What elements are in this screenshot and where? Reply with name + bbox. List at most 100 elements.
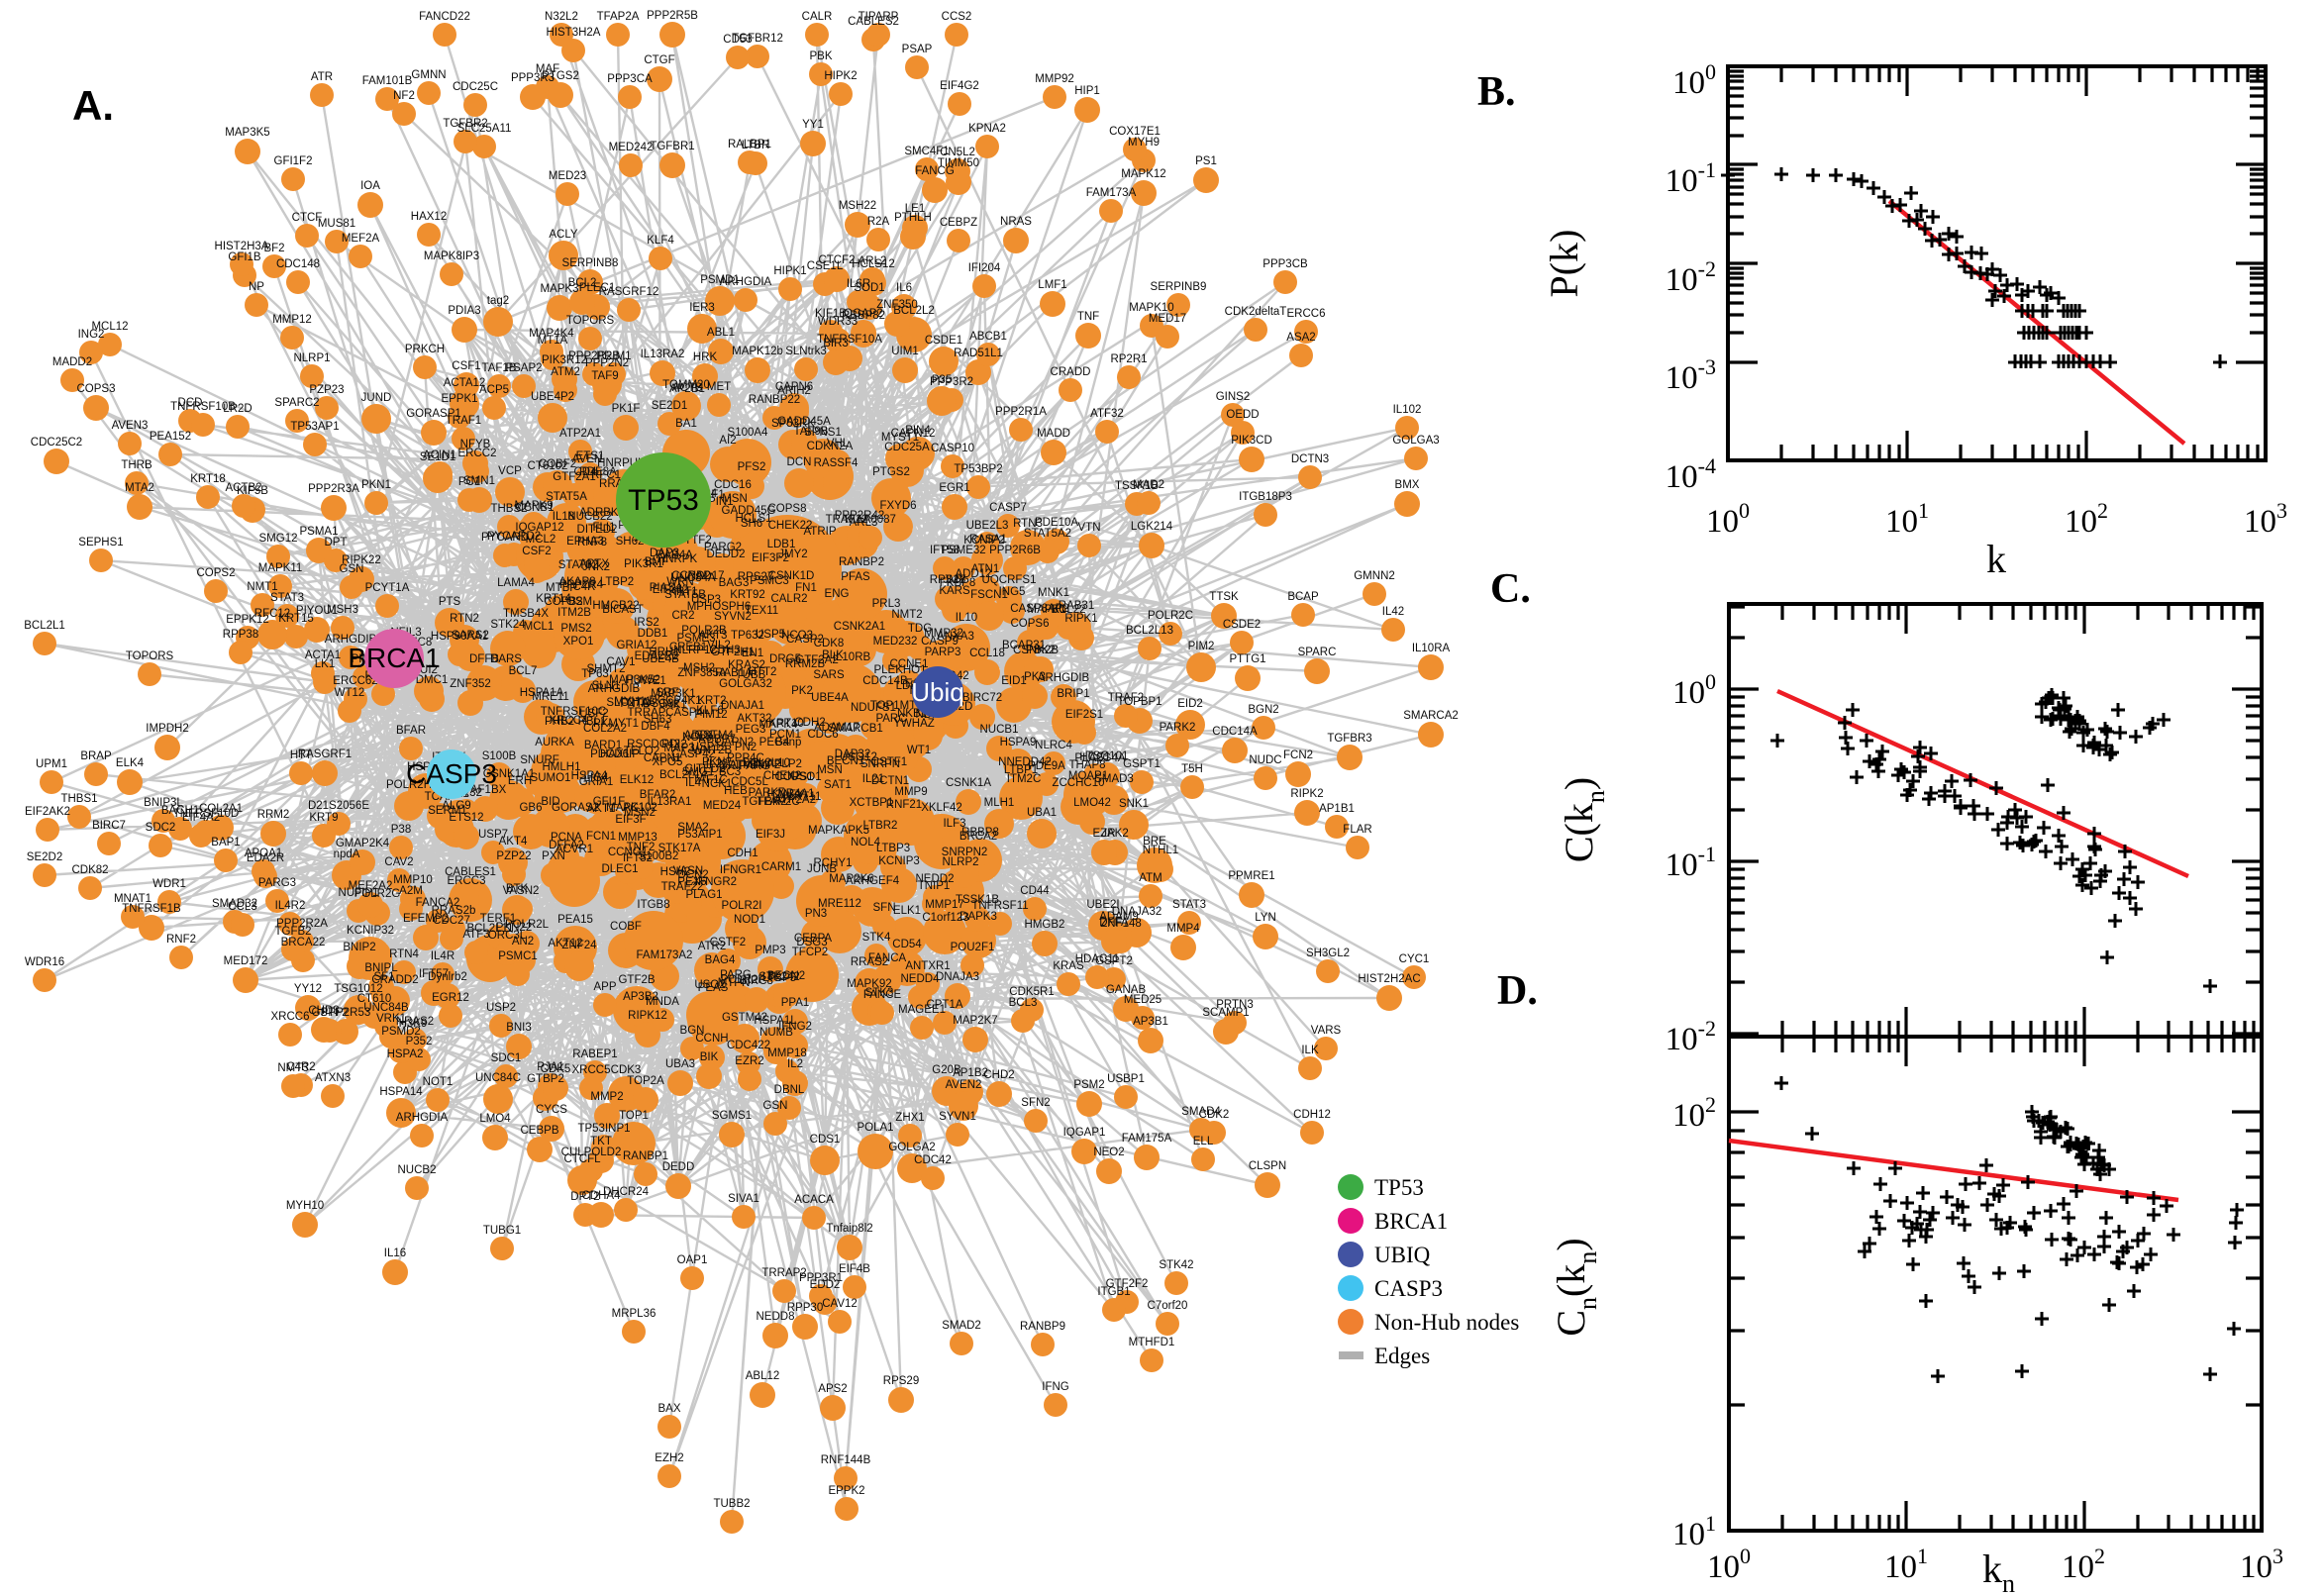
svg-text:PPP3R1: PPP3R1 <box>799 1272 843 1284</box>
svg-text:IL13RA1: IL13RA1 <box>648 796 692 808</box>
svg-text:MYH10: MYH10 <box>286 1200 324 1212</box>
svg-text:MED232: MED232 <box>873 636 918 648</box>
svg-text:IL4: IL4 <box>685 777 702 789</box>
svg-text:WDR33: WDR33 <box>818 316 858 328</box>
svg-text:RP2R1: RP2R1 <box>1110 353 1147 365</box>
svg-text:ERCC2: ERCC2 <box>458 448 497 459</box>
svg-text:RANBP22: RANBP22 <box>749 394 800 406</box>
svg-text:TUBB2: TUBB2 <box>713 1498 750 1510</box>
svg-text:PSM2: PSM2 <box>1073 1079 1104 1091</box>
svg-text:EPHA3: EPHA3 <box>566 536 604 548</box>
svg-text:BCL2L13: BCL2L13 <box>1126 625 1173 637</box>
svg-text:ENG: ENG <box>825 588 850 600</box>
svg-text:DCCP4K1: DCCP4K1 <box>649 695 701 707</box>
svg-text:ADD12: ADD12 <box>955 568 991 580</box>
svg-text:FNTA: FNTA <box>620 698 650 710</box>
svg-text:ARHGEF4: ARHGEF4 <box>846 875 900 887</box>
svg-text:CDS1: CDS1 <box>810 1134 841 1146</box>
svg-text:SFN: SFN <box>873 902 896 914</box>
svg-text:RBBP8: RBBP8 <box>961 827 999 839</box>
svg-text:EIF4G2: EIF4G2 <box>940 80 979 92</box>
svg-text:EGR1: EGR1 <box>939 482 969 494</box>
svg-text:DEDD2: DEDD2 <box>707 549 746 560</box>
svg-text:STK24: STK24 <box>490 619 526 631</box>
svg-text:PMP3: PMP3 <box>755 945 785 956</box>
svg-text:CDC27: CDC27 <box>433 915 470 927</box>
svg-text:MYH11: MYH11 <box>614 696 652 708</box>
svg-text:IL13RA2: IL13RA2 <box>641 349 685 360</box>
svg-text:TFAP2C: TFAP2C <box>757 796 799 808</box>
svg-text:TFAP2A: TFAP2A <box>597 11 640 23</box>
svg-text:FAM101B: FAM101B <box>362 75 413 87</box>
svg-text:VHL: VHL <box>827 438 850 449</box>
svg-text:AI2: AI2 <box>719 435 736 447</box>
svg-text:KRT14: KRT14 <box>536 593 571 605</box>
svg-text:HRH1: HRH1 <box>649 647 679 658</box>
svg-text:EIF2S1: EIF2S1 <box>1065 709 1103 721</box>
svg-text:PTGS2: PTGS2 <box>542 70 579 82</box>
svg-text:GTF2F2: GTF2F2 <box>1106 1278 1149 1290</box>
svg-text:STAT5A2: STAT5A2 <box>1024 528 1071 540</box>
svg-text:NCO3: NCO3 <box>781 630 813 642</box>
svg-text:TGFBR12: TGFBR12 <box>732 33 783 45</box>
svg-text:MYH9: MYH9 <box>1128 137 1160 149</box>
svg-text:CASP2: CASP2 <box>786 634 824 646</box>
svg-text:HCC1: HCC1 <box>1079 751 1110 763</box>
svg-text:IFNGR1: IFNGR1 <box>720 864 761 876</box>
svg-text:CDC25C2: CDC25C2 <box>31 437 82 449</box>
svg-text:PTHLH: PTHLH <box>894 212 932 224</box>
svg-text:FLI1: FLI1 <box>592 522 615 534</box>
svg-text:NOD1: NOD1 <box>734 914 765 926</box>
svg-text:GSTM4: GSTM4 <box>694 730 734 742</box>
svg-text:TP63: TP63 <box>581 668 609 680</box>
svg-text:PPP4C: PPP4C <box>727 752 764 764</box>
svg-text:ITM2C: ITM2C <box>1007 773 1042 785</box>
svg-text:BCL2L2: BCL2L2 <box>893 305 935 317</box>
svg-text:COPS3: COPS3 <box>77 383 116 395</box>
svg-text:GTF2H1: GTF2H1 <box>711 647 755 658</box>
svg-text:SMAD2: SMAD2 <box>942 1320 981 1332</box>
svg-text:KRT18: KRT18 <box>190 473 226 485</box>
svg-text:PRTN3: PRTN3 <box>1216 999 1254 1011</box>
svg-text:TSG1012: TSG1012 <box>334 983 382 995</box>
svg-text:TERF1: TERF1 <box>480 913 516 925</box>
svg-text:ERH: ERH <box>508 775 532 787</box>
svg-text:IL10: IL10 <box>956 612 977 624</box>
svg-text:PARG2: PARG2 <box>704 542 742 553</box>
svg-text:STAT3: STAT3 <box>270 592 304 604</box>
svg-text:TAF9: TAF9 <box>591 370 618 382</box>
svg-text:PSMD1: PSMD1 <box>700 274 740 286</box>
svg-text:MMP92: MMP92 <box>1035 73 1074 85</box>
svg-text:PDIA3: PDIA3 <box>448 305 480 317</box>
svg-text:APS2: APS2 <box>818 1383 847 1395</box>
svg-text:B.: B. <box>1477 69 1516 115</box>
svg-text:ATF3: ATF3 <box>462 929 489 941</box>
svg-text:KRT1: KRT1 <box>668 586 697 598</box>
svg-text:SMN1: SMN1 <box>463 475 495 487</box>
svg-text:GRIA1: GRIA1 <box>579 776 614 788</box>
svg-text:XPO1: XPO1 <box>563 636 594 648</box>
svg-text:CARM1: CARM1 <box>761 861 801 873</box>
svg-text:USP3: USP3 <box>691 594 721 606</box>
svg-text:RNF8: RNF8 <box>577 537 607 549</box>
svg-text:PJA1: PJA1 <box>537 1061 564 1073</box>
svg-text:FANCA: FANCA <box>868 952 907 964</box>
svg-text:WNT2B: WNT2B <box>692 745 733 756</box>
svg-text:CASP9: CASP9 <box>921 636 959 648</box>
svg-text:TNFRSF10A: TNFRSF10A <box>817 334 882 346</box>
svg-text:ARHGDIA: ARHGDIA <box>720 276 772 288</box>
svg-text:BCL2L1: BCL2L1 <box>24 620 65 632</box>
svg-text:FAM173A: FAM173A <box>1086 187 1137 199</box>
svg-text:PEG4: PEG4 <box>759 737 790 748</box>
svg-text:RTN2: RTN2 <box>450 613 479 625</box>
svg-text:HCLS12: HCLS12 <box>852 258 894 270</box>
svg-text:LTBR2: LTBR2 <box>863 820 898 832</box>
svg-text:SLN1: SLN1 <box>592 680 621 692</box>
svg-text:10-2: 10-2 <box>1666 1016 1716 1057</box>
svg-text:LDB1: LDB1 <box>767 539 796 550</box>
svg-text:NR4A1: NR4A1 <box>777 788 814 800</box>
svg-text:SPARC: SPARC <box>1298 647 1337 658</box>
svg-text:SP53RK: SP53RK <box>771 418 815 430</box>
svg-text:HEB: HEB <box>724 785 748 797</box>
svg-text:SE1D1: SE1D1 <box>420 451 455 463</box>
